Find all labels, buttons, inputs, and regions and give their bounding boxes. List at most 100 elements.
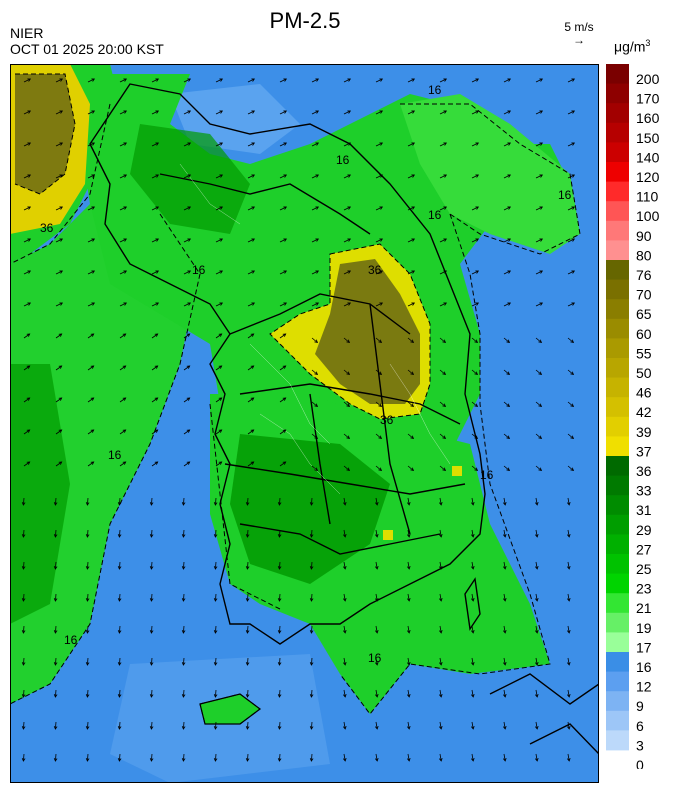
wind-arrow-head bbox=[123, 270, 128, 274]
wind-arrow-icon bbox=[407, 369, 414, 375]
wind-arrow-head bbox=[374, 629, 379, 634]
legend-label: 17 bbox=[636, 639, 652, 655]
wind-arrow-head bbox=[58, 429, 63, 433]
wind-arrow-head bbox=[122, 365, 127, 369]
wind-arrow-head bbox=[123, 142, 128, 146]
wind-scale-label: 5 m/s bbox=[564, 20, 594, 34]
wind-arrow-icon bbox=[407, 337, 414, 343]
wind-arrow-head bbox=[149, 566, 154, 570]
wind-arrow-icon bbox=[311, 206, 319, 211]
wind-scale: 5 m/s → bbox=[557, 20, 601, 46]
wind-arrow-icon bbox=[55, 689, 57, 698]
wind-arrow-icon bbox=[87, 753, 89, 762]
contour-label: 16 bbox=[428, 208, 442, 222]
wind-arrow-head bbox=[181, 758, 186, 762]
wind-arrow-icon bbox=[439, 465, 446, 471]
wind-arrow-icon bbox=[119, 593, 121, 602]
page-title: PM-2.5 bbox=[269, 8, 341, 33]
wind-arrow-head bbox=[379, 206, 384, 210]
wind-arrow-head bbox=[277, 534, 282, 538]
wind-arrow-icon bbox=[151, 78, 159, 83]
wind-arrow-head bbox=[411, 110, 416, 114]
wind-arrow-head bbox=[59, 238, 64, 242]
wind-arrow-head bbox=[251, 206, 256, 210]
wind-arrow-head bbox=[245, 598, 250, 602]
wind-arrow-head bbox=[26, 429, 31, 433]
wind-arrow-head bbox=[566, 501, 571, 506]
wind-arrow-head bbox=[571, 302, 576, 306]
wind-arrow-head bbox=[539, 78, 544, 82]
wind-arrow-head bbox=[534, 725, 539, 730]
wind-arrow-head bbox=[507, 78, 512, 82]
wind-arrow-head bbox=[218, 333, 223, 337]
wind-arrow-icon bbox=[343, 337, 350, 343]
wind-arrow-head bbox=[91, 78, 96, 82]
wind-arrow-icon bbox=[55, 365, 62, 371]
wind-arrow-head bbox=[374, 693, 379, 698]
wind-arrow-icon bbox=[55, 561, 57, 570]
wind-arrow-icon bbox=[503, 302, 511, 307]
wind-arrow-icon bbox=[471, 433, 478, 439]
wind-arrow-head bbox=[90, 461, 95, 465]
wind-arrow-icon bbox=[87, 365, 94, 371]
legend-label: 27 bbox=[636, 541, 652, 557]
wind-arrow-icon bbox=[119, 174, 127, 179]
wind-arrow-head bbox=[534, 757, 539, 762]
wind-arrow-icon bbox=[567, 174, 575, 179]
legend-label: 0 bbox=[636, 757, 644, 769]
wind-arrow-head bbox=[155, 174, 160, 178]
wind-arrow-head bbox=[91, 302, 96, 306]
wind-arrow-head bbox=[21, 534, 26, 538]
wind-arrow-icon bbox=[215, 78, 223, 83]
wind-arrow-head bbox=[213, 758, 218, 762]
wind-arrow-icon bbox=[23, 561, 25, 570]
wind-arrow-head bbox=[58, 365, 63, 369]
wind-arrow-head bbox=[539, 270, 544, 274]
wind-arrow-icon bbox=[23, 657, 25, 666]
wind-arrow-icon bbox=[87, 270, 95, 275]
wind-arrow-icon bbox=[311, 753, 313, 762]
wind-arrow-head bbox=[570, 339, 575, 344]
wind-arrow-icon bbox=[119, 625, 121, 634]
legend-swatch bbox=[606, 181, 629, 202]
wind-arrow-icon bbox=[183, 657, 185, 666]
wind-arrow-head bbox=[539, 110, 544, 114]
legend-swatch bbox=[606, 162, 629, 182]
wind-arrow-head bbox=[245, 534, 250, 538]
wind-arrow-icon bbox=[471, 302, 479, 307]
legend-label: 46 bbox=[636, 385, 652, 401]
wind-arrow-icon bbox=[183, 270, 191, 275]
wind-arrow-head bbox=[566, 597, 571, 602]
wind-arrow-head bbox=[117, 726, 122, 730]
wind-arrow-icon bbox=[119, 333, 126, 339]
wind-arrow-icon bbox=[119, 302, 127, 307]
wind-arrow-icon bbox=[535, 497, 538, 505]
wind-arrow-head bbox=[507, 302, 512, 306]
wind-arrow-head bbox=[534, 629, 539, 634]
wind-arrow-icon bbox=[439, 529, 442, 537]
wind-arrow-icon bbox=[279, 529, 281, 538]
wind-arrow-icon bbox=[439, 78, 447, 83]
wind-arrow-icon bbox=[247, 593, 249, 602]
wind-arrow-icon bbox=[279, 333, 286, 339]
wind-arrow-icon bbox=[247, 365, 254, 371]
wind-arrow-head bbox=[85, 726, 90, 730]
wind-arrow-head bbox=[538, 339, 543, 344]
wind-arrow-head bbox=[410, 371, 415, 376]
wind-arrow-head bbox=[438, 597, 443, 602]
wind-arrow-icon bbox=[375, 238, 383, 243]
wind-arrow-icon bbox=[439, 110, 447, 115]
wind-arrow-icon bbox=[471, 721, 474, 729]
west-green-zone bbox=[10, 204, 200, 704]
wind-arrow-icon bbox=[535, 625, 538, 633]
wind-arrow-head bbox=[149, 630, 154, 634]
wind-arrow-head bbox=[379, 78, 384, 82]
wind-arrow-head bbox=[27, 270, 32, 274]
wind-arrow-head bbox=[470, 757, 475, 762]
wind-arrow-icon bbox=[55, 429, 62, 435]
wind-arrow-icon bbox=[407, 593, 410, 601]
wind-arrow-icon bbox=[87, 78, 95, 83]
wind-arrow-head bbox=[149, 758, 154, 762]
wind-arrow-head bbox=[443, 142, 448, 146]
wind-arrow-head bbox=[283, 174, 288, 178]
